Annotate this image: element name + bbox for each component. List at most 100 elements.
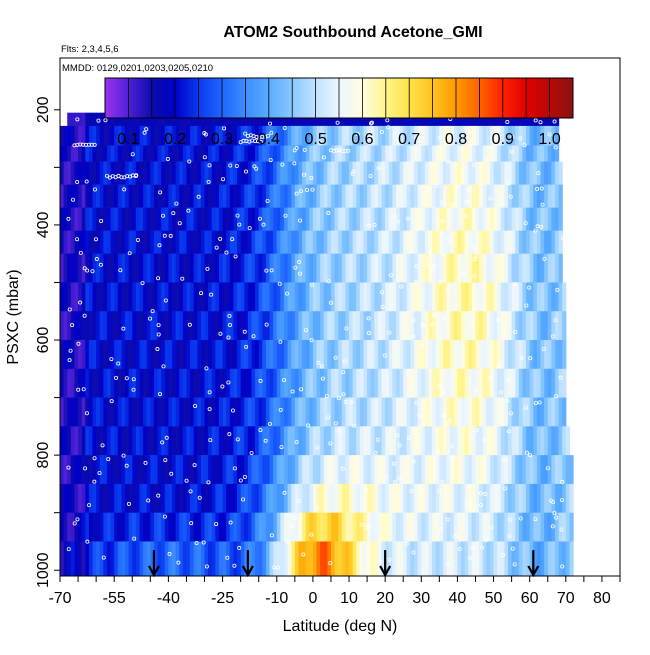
heatmap-cell [70,311,76,341]
heatmap-cell [312,207,318,231]
heatmap-cell [218,145,224,162]
heatmap-cell [399,145,404,162]
heatmap-cell [106,282,112,312]
heatmap-cell [475,230,480,254]
heatmap-cell [381,455,386,485]
observation-point [218,331,223,336]
heatmap-cell [244,483,249,513]
heatmap-cell [479,340,484,370]
heatmap-cell [284,112,289,127]
heatmap-cell [121,253,126,283]
heatmap-cell [410,125,415,146]
heatmap-cell [302,125,307,146]
heatmap-cell [208,397,213,427]
observation-point [467,484,472,489]
heatmap-cell [284,230,289,254]
heatmap-cell [258,483,263,513]
heatmap-cell [67,512,72,542]
heatmap-cell [536,397,542,427]
heatmap-cell [334,512,339,542]
heatmap-cell [226,426,231,456]
heatmap-cell [338,340,343,370]
heatmap-cell [269,340,274,370]
heatmap-cell [374,512,379,542]
heatmap-cell [338,483,343,513]
observation-point [406,436,411,441]
heatmap-cell [327,282,332,312]
heatmap-cell [450,253,455,283]
heatmap-cell [352,311,357,341]
heatmap-cell [392,112,397,127]
observation-point [550,524,555,529]
heatmap-cell [515,340,520,370]
heatmap-cell [554,161,560,185]
heatmap-cell [70,253,76,283]
observation-point [269,130,274,135]
heatmap-cell [190,161,195,185]
heatmap-cell [522,512,527,542]
heatmap-cell [526,512,531,542]
heatmap-cell [410,340,415,370]
observation-point [414,279,419,284]
heatmap-cell [316,455,321,485]
heatmap-cell [280,311,285,341]
heatmap-cell [435,230,440,254]
heatmap-cell [298,282,303,312]
observation-point [104,173,109,178]
observation-point [75,237,80,242]
heatmap-cell [399,397,404,427]
heatmap-cell [522,112,527,127]
observation-point [359,522,364,527]
heatmap-cell [258,230,263,254]
heatmap-cell [121,161,126,185]
observation-point [92,479,97,484]
observation-point [207,407,212,412]
heatmap-cell [247,125,253,146]
heatmap-cell [439,125,444,146]
heatmap-cell [551,230,556,254]
heatmap-cell [218,184,224,208]
heatmap-cell [273,426,278,456]
heatmap-cell [312,340,318,370]
heatmap-cell [457,230,462,254]
observation-point [368,135,373,140]
heatmap-cell [475,112,480,127]
heatmap-cell [168,230,173,254]
heatmap-cell [251,207,256,231]
heatmap-cell [222,426,227,456]
heatmap-cell [508,145,513,162]
heatmap-cell [215,207,220,231]
heatmap-cell [518,253,524,283]
heatmap-cell [226,253,231,283]
heatmap-cell [385,161,390,185]
observation-point [472,257,477,262]
heatmap-cell [262,455,267,485]
heatmap-cell [547,541,552,576]
heatmap-cell [522,125,527,146]
heatmap-cell [291,282,296,312]
heatmap-cell [432,483,437,513]
heatmap-cell [330,112,336,127]
heatmap-cell [489,207,495,231]
heatmap-cell [428,368,433,398]
heatmap-cell [497,340,502,370]
heatmap-cell [504,311,509,341]
heatmap-cell [497,426,502,456]
heatmap-cell [551,340,556,370]
heatmap-cell [121,311,126,341]
heatmap-cell [497,207,502,231]
heatmap-cell [99,397,104,427]
heatmap-cell [229,112,235,127]
heatmap-cell [352,282,357,312]
heatmap-cell [316,282,321,312]
heatmap-cell [150,455,155,485]
heatmap-cell [182,230,188,254]
arrow-head [527,565,540,578]
heatmap-cell [504,145,509,162]
heatmap-cell [218,311,224,341]
heatmap-cell [233,368,238,398]
heatmap-cell [190,207,195,231]
heatmap-cell [349,112,354,127]
observation-point [161,364,166,369]
heatmap-cell [388,125,393,146]
